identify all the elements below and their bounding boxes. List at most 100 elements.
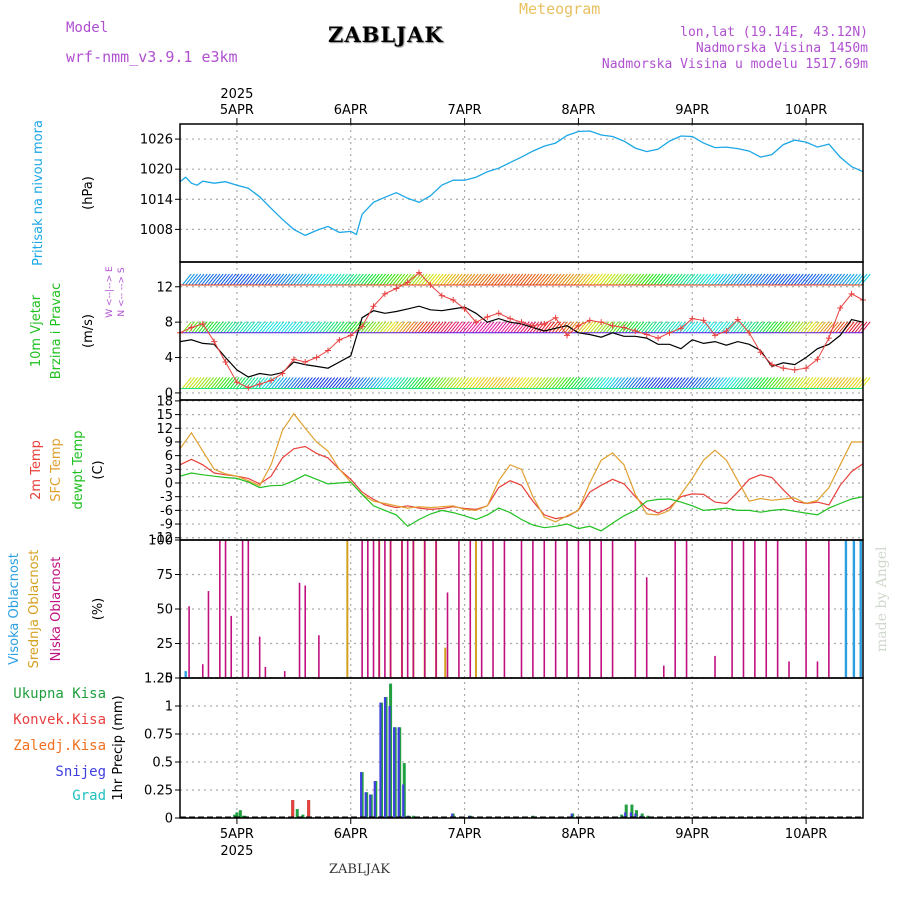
precip-snow-bar [388,706,391,818]
wind-barb-0 [704,377,715,389]
wind-gust-marker [256,381,263,388]
wind-barb-1 [669,321,680,334]
wind-barb-2 [475,273,485,286]
wind-barb-0 [529,377,540,389]
wind-barb-2 [800,273,811,286]
wind-gust-marker [199,320,206,327]
wind-barb-2 [688,273,699,286]
wind-barb-2 [650,273,661,286]
wind-barb-1 [427,321,438,334]
wind-barb-0 [640,377,651,389]
wind-barb-2 [481,273,492,286]
wind-barb-0 [506,377,517,389]
wind-barb-2 [596,273,607,286]
wind-barb-1 [685,321,696,334]
wind-barb-1 [280,321,291,334]
wind-barb-2 [395,273,406,286]
wind-barb-0 [385,377,396,389]
wind-gust-marker [780,365,787,372]
wind-barb-1 [491,321,501,334]
wind-barb-0 [720,377,731,389]
wind-barb-2 [564,273,575,286]
wind-barb-2 [223,273,234,286]
wind-barb-0 [624,377,635,389]
wind-barb-0 [213,377,224,389]
wind-gust-marker [336,336,343,343]
cloud-low-bar [401,540,403,678]
wind-barb-2 [730,273,740,286]
wind-barb-2 [851,273,862,286]
wind-ytick-label-2: 8 [165,316,173,331]
wind-barb-2 [500,273,511,286]
wind-barb-2 [631,273,642,286]
wind-barb-2 [701,273,712,286]
wind-barb-2 [593,273,603,286]
wind-barb-2 [315,273,326,286]
wind-barb-1 [707,321,718,334]
model-elevation: Nadmorska Visina u modelu 1517.69m [601,57,868,72]
wind-barb-1 [226,321,237,334]
wind-barb-0 [478,377,489,389]
wind-barb-2 [258,273,269,286]
wind-barb-0 [475,377,485,389]
wind-barb-2 [749,273,760,286]
wind-barb-0 [749,377,760,389]
cloud-low-bar [423,540,426,678]
wind-barb-1 [239,321,250,334]
cloud-low-bar [543,540,546,678]
wind-gust-marker [245,384,252,391]
wind-gust-marker [700,317,707,324]
wind-barb-2 [717,273,728,286]
wind-barb-1 [761,321,772,334]
cloud-low-bar [264,666,267,678]
wind-barb-1 [790,321,801,334]
wind-gust-marker [632,328,639,334]
wind-barb-0 [819,377,830,389]
wind-gust-marker [541,320,548,327]
wind-barb-0 [844,377,855,389]
wind-barb-0 [389,377,399,389]
wind-barb-1 [405,321,415,334]
wind-barb-0 [318,377,329,389]
wind-barb-0 [484,377,495,389]
date-label-bottom-5: 10APR [785,827,827,842]
wind-barb-2 [220,273,230,286]
wind-barb-2 [656,273,667,286]
wind-barb-2 [478,273,489,286]
wind-barb-1 [580,321,591,334]
wind-barb-0 [688,377,699,389]
wind-barb-1 [688,321,699,334]
wind-barb-1 [232,321,243,334]
wind-barb-2 [844,273,855,286]
wind-ytick-label-3: 12 [156,280,173,295]
wind-barb-2 [781,273,791,286]
wind-barb-0 [271,377,281,389]
cloud-low-bar [283,671,286,678]
wind-barb-1 [382,321,393,334]
date-label-bottom-3: 8APR [561,827,595,842]
wind-barb-1 [832,321,842,334]
wind-barb-2 [561,273,571,286]
wind-barb-2 [338,273,348,286]
precip-ytick-label-4: 1 [165,700,173,715]
wind-barb-1 [653,321,664,334]
wind-gust-marker [222,358,229,365]
wind-barb-0 [497,377,508,389]
wind-barb-1 [465,321,476,334]
cloud-low-bar [188,606,190,678]
wind-barb-1 [624,321,635,334]
temp-label-1: 2m Temp [29,440,44,500]
wind-barb-0 [293,377,304,389]
wind-barb-2 [360,273,371,286]
wind-gust-marker [586,317,593,324]
wind-barb-2 [640,273,651,286]
wind-barb-1 [710,321,721,334]
precip-ytick-label-2: 0.5 [152,756,173,771]
wind-barb-1 [612,321,622,334]
wind-barb-2 [341,273,352,286]
wind-barb-2 [634,273,645,286]
wind-barb-2 [287,273,297,286]
wind-barb-1 [561,321,571,334]
wind-barb-0 [430,377,441,389]
wind-barb-2 [577,273,587,286]
